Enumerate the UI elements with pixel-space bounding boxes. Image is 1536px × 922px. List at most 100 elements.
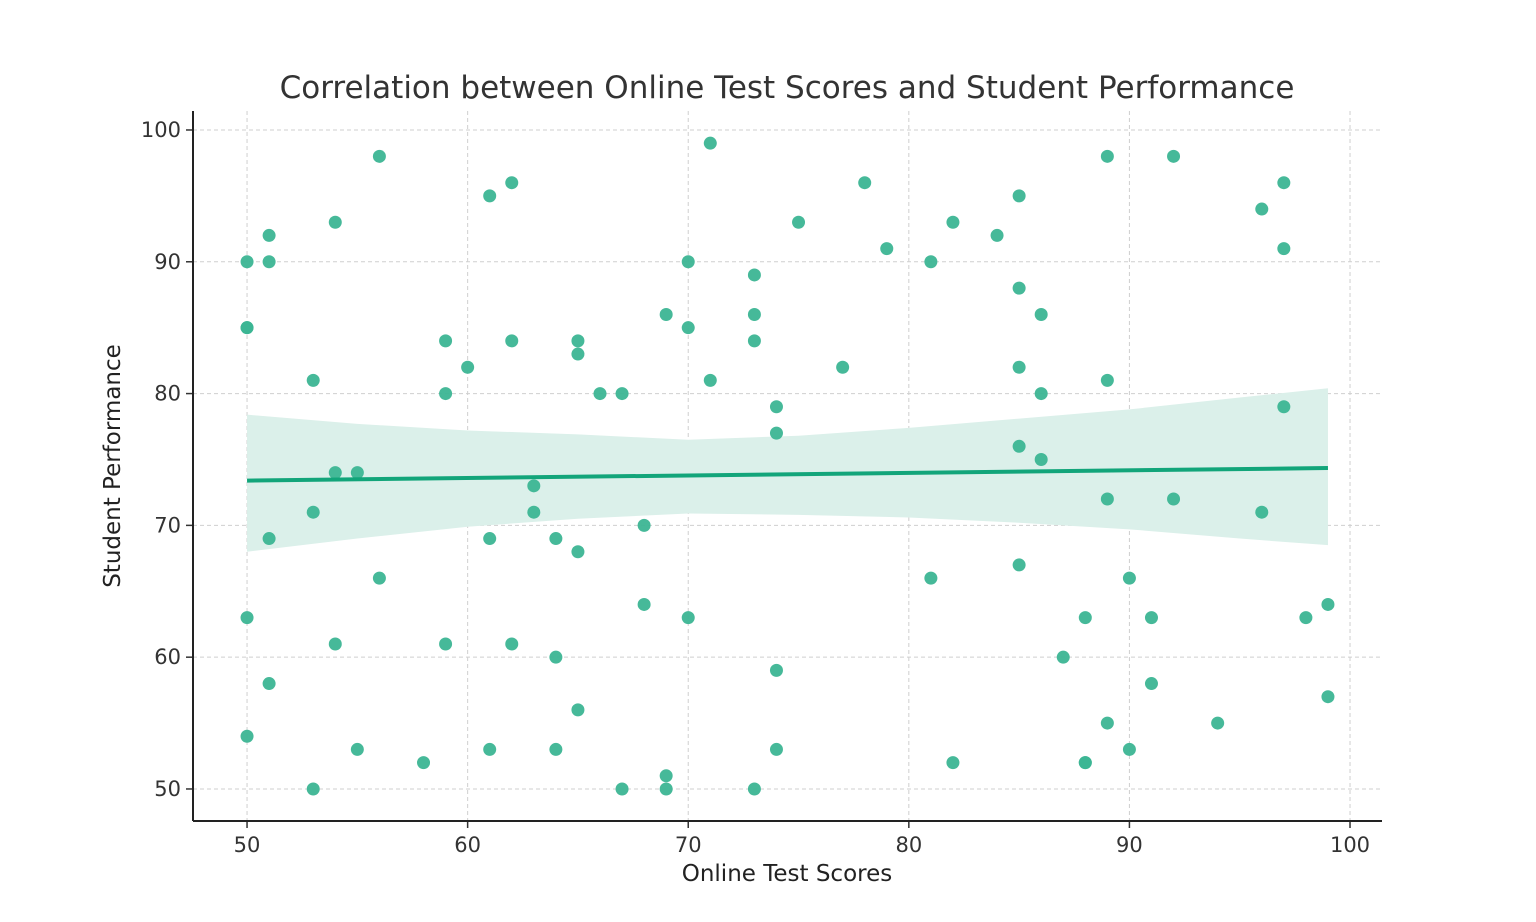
data-point xyxy=(924,255,938,269)
y-axis-label: Student Performance xyxy=(100,344,126,588)
data-point xyxy=(549,742,563,756)
data-point xyxy=(615,782,629,796)
y-tick-label: 50 xyxy=(154,777,181,801)
data-point xyxy=(593,387,607,401)
data-point xyxy=(747,307,761,321)
data-point xyxy=(681,611,695,625)
data-point xyxy=(1034,452,1048,466)
data-point xyxy=(703,136,717,150)
data-point xyxy=(571,703,585,717)
data-point xyxy=(527,479,541,493)
data-point xyxy=(328,466,342,480)
data-point xyxy=(637,597,651,611)
data-point xyxy=(549,650,563,664)
data-point xyxy=(461,360,475,374)
chart-title: Correlation between Online Test Scores a… xyxy=(280,70,1295,106)
data-point xyxy=(1255,202,1269,216)
data-point xyxy=(1167,149,1181,163)
data-point xyxy=(372,149,386,163)
data-point xyxy=(439,387,453,401)
y-tick-label: 90 xyxy=(154,250,181,274)
data-point xyxy=(505,637,519,651)
data-point xyxy=(659,307,673,321)
data-point xyxy=(703,373,717,387)
data-point xyxy=(372,571,386,585)
data-point xyxy=(1012,558,1026,572)
data-point xyxy=(483,189,497,203)
x-tick-label: 50 xyxy=(234,833,261,857)
data-point xyxy=(1012,439,1026,453)
data-point xyxy=(1078,756,1092,770)
data-point xyxy=(439,334,453,348)
data-point xyxy=(747,334,761,348)
data-point xyxy=(1299,611,1313,625)
data-point xyxy=(262,255,276,269)
data-point xyxy=(1167,492,1181,506)
data-point xyxy=(681,255,695,269)
x-tick-label: 90 xyxy=(1116,833,1143,857)
y-tick-label: 100 xyxy=(141,118,181,142)
data-point xyxy=(1211,716,1225,730)
points xyxy=(240,136,1335,796)
data-point xyxy=(1034,307,1048,321)
data-point xyxy=(946,756,960,770)
data-point xyxy=(1144,611,1158,625)
y-tick-label: 70 xyxy=(154,513,181,537)
data-point xyxy=(417,756,431,770)
data-point xyxy=(483,532,497,546)
x-tick-label: 80 xyxy=(895,833,922,857)
data-point xyxy=(1100,492,1114,506)
data-point xyxy=(306,373,320,387)
data-point xyxy=(1034,387,1048,401)
data-point xyxy=(659,769,673,783)
data-point xyxy=(549,532,563,546)
data-point xyxy=(505,334,519,348)
data-point xyxy=(1277,176,1291,190)
data-point xyxy=(262,228,276,242)
data-point xyxy=(769,426,783,440)
data-point xyxy=(1122,742,1136,756)
data-point xyxy=(924,571,938,585)
data-point xyxy=(681,321,695,335)
data-point xyxy=(1100,716,1114,730)
data-point xyxy=(505,176,519,190)
data-point xyxy=(571,347,585,361)
x-axis-label: Online Test Scores xyxy=(682,861,893,887)
data-point xyxy=(858,176,872,190)
data-point xyxy=(1100,373,1114,387)
data-point xyxy=(328,637,342,651)
data-point xyxy=(240,255,254,269)
data-point xyxy=(990,228,1004,242)
data-point xyxy=(659,782,673,796)
grid xyxy=(193,111,1382,821)
data-point xyxy=(769,663,783,677)
data-point xyxy=(1321,597,1335,611)
data-point xyxy=(1078,611,1092,625)
regression-line xyxy=(247,466,1328,483)
data-point xyxy=(615,387,629,401)
data-point xyxy=(1255,505,1269,519)
data-point xyxy=(880,242,894,256)
data-point xyxy=(1321,690,1335,704)
data-point xyxy=(747,268,761,282)
y-tick-label: 60 xyxy=(154,645,181,669)
data-point xyxy=(439,637,453,651)
data-point xyxy=(306,782,320,796)
data-point xyxy=(240,729,254,743)
data-point xyxy=(571,334,585,348)
data-point xyxy=(350,742,364,756)
data-point xyxy=(1056,650,1070,664)
data-point xyxy=(1277,242,1291,256)
data-point xyxy=(769,400,783,414)
data-point xyxy=(483,742,497,756)
data-point xyxy=(1012,281,1026,295)
data-point xyxy=(1144,677,1158,691)
x-tick-label: 60 xyxy=(454,833,481,857)
x-tick-label: 70 xyxy=(675,833,702,857)
data-point xyxy=(350,466,364,480)
x-tick-label: 100 xyxy=(1330,833,1370,857)
data-point xyxy=(240,321,254,335)
data-point xyxy=(1012,189,1026,203)
data-point xyxy=(1012,360,1026,374)
